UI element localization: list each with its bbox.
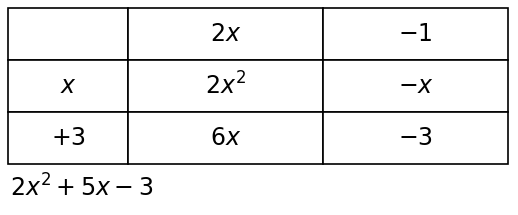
Bar <box>128 8 323 60</box>
Bar <box>8 112 128 164</box>
Bar <box>323 60 508 112</box>
Bar <box>8 8 128 60</box>
Text: $-1$: $-1$ <box>398 22 433 46</box>
Bar <box>128 60 323 112</box>
Bar <box>8 60 128 112</box>
Bar <box>128 112 323 164</box>
Text: $2x^2 + 5x - 3$: $2x^2 + 5x - 3$ <box>10 174 153 201</box>
Bar <box>323 112 508 164</box>
Text: $6x$: $6x$ <box>210 126 241 150</box>
Text: $-3$: $-3$ <box>398 126 433 150</box>
Text: $x$: $x$ <box>60 74 76 98</box>
Text: $-x$: $-x$ <box>397 74 434 98</box>
Text: $+3$: $+3$ <box>51 126 85 150</box>
Text: $2x$: $2x$ <box>210 22 241 46</box>
Text: $2x^2$: $2x^2$ <box>205 72 246 100</box>
Bar <box>323 8 508 60</box>
